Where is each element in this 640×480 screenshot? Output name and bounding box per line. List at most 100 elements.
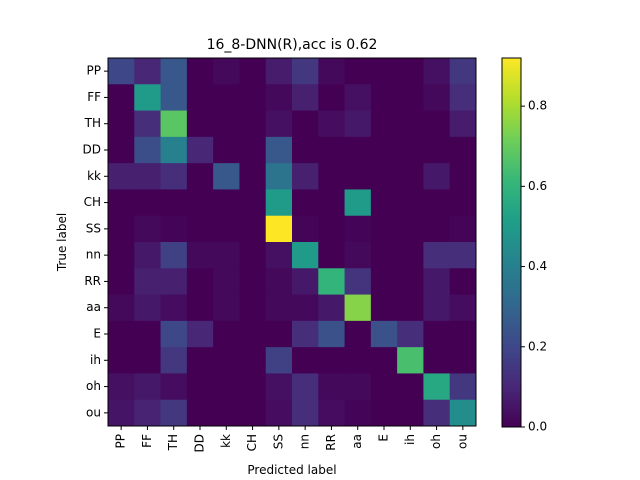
heatmap-cell-FF-ou: [449, 84, 477, 112]
heatmap-cell-SS-SS: [265, 215, 293, 243]
heatmap-cell-PP-kk: [213, 58, 240, 85]
x-tick-label-FF: FF: [140, 434, 154, 448]
x-tick-label-TH: TH: [166, 434, 180, 451]
x-tick-label-kk: kk: [219, 434, 233, 448]
heatmap-cell-nn-ou: [449, 242, 477, 269]
x-tick-label-ih: ih: [403, 434, 417, 445]
heatmap-cell-nn-oh: [423, 242, 451, 269]
heatmap-cell-E-FF: [134, 320, 162, 348]
heatmap-cell-ou-CH: [239, 399, 267, 427]
heatmap-cell-DD-aa: [344, 136, 372, 164]
heatmap-cell-RR-TH: [160, 268, 188, 296]
heatmap-cell-oh-CH: [239, 373, 267, 401]
heatmap-cell-PP-E: [370, 58, 398, 85]
heatmap-cell-ou-SS: [265, 399, 293, 427]
y-tick-label-ih: ih: [90, 353, 101, 367]
heatmap-cell-kk-nn: [292, 163, 319, 190]
heatmap-cell-PP-aa: [344, 58, 372, 85]
heatmap-cell-ih-E: [370, 347, 398, 374]
x-tick-label-PP: PP: [114, 434, 128, 448]
heatmap-cell-ou-RR: [318, 399, 346, 427]
heatmap-cell-nn-CH: [239, 242, 267, 269]
x-tick-label-ou: ou: [455, 434, 469, 449]
heatmap-cell-E-CH: [239, 320, 267, 348]
heatmap-cell-TH-PP: [108, 110, 135, 138]
heatmap-cell-SS-TH: [160, 215, 188, 243]
y-tick-label-ou: ou: [86, 405, 101, 419]
heatmap-cell-TH-oh: [423, 110, 451, 138]
heatmap-cell-kk-RR: [318, 163, 346, 190]
heatmap-cell-aa-RR: [318, 294, 346, 322]
heatmap-cell-oh-SS: [265, 373, 293, 401]
y-axis-label: True label: [55, 213, 69, 272]
heatmap-cell-ih-CH: [239, 347, 267, 374]
heatmap-cell-E-SS: [265, 320, 293, 348]
heatmap-cell-kk-SS: [265, 163, 293, 190]
heatmap-cell-FF-oh: [423, 84, 451, 112]
heatmap-cell-ih-FF: [134, 347, 162, 374]
heatmap-cell-SS-oh: [423, 215, 451, 243]
heatmap-cell-DD-nn: [292, 136, 319, 164]
heatmap-cell-DD-kk: [213, 136, 240, 164]
heatmap-cell-PP-DD: [186, 58, 214, 85]
heatmap-cell-PP-RR: [318, 58, 346, 85]
heatmap-cell-PP-ih: [397, 58, 424, 85]
y-tick-label-oh: oh: [86, 379, 101, 393]
heatmap-cell-CH-E: [370, 189, 398, 217]
heatmap-cell-aa-DD: [186, 294, 214, 322]
heatmap-cell-kk-oh: [423, 163, 451, 190]
heatmap-cell-ih-kk: [213, 347, 240, 374]
y-tick-label-nn: nn: [86, 248, 101, 262]
colorbar: [501, 57, 522, 428]
heatmap-cell-TH-nn: [292, 110, 319, 138]
heatmap-cell-E-E: [370, 320, 398, 348]
heatmap-cell-aa-TH: [160, 294, 188, 322]
heatmap-cell-E-PP: [108, 320, 135, 348]
heatmap-cell-E-oh: [423, 320, 451, 348]
y-tick-label-DD: DD: [83, 143, 101, 157]
heatmap-cell-FF-ih: [397, 84, 424, 112]
heatmap-cell-ou-aa: [344, 399, 372, 427]
heatmap-cell-DD-ou: [449, 136, 477, 164]
heatmap-cell-oh-oh: [423, 373, 451, 401]
heatmap-cell-TH-RR: [318, 110, 346, 138]
heatmap-cell-E-RR: [318, 320, 346, 348]
heatmap-cell-nn-nn: [292, 242, 319, 269]
heatmap-cell-TH-CH: [239, 110, 267, 138]
heatmap-cell-kk-E: [370, 163, 398, 190]
heatmap-cell-nn-TH: [160, 242, 188, 269]
heatmap-cell-RR-PP: [108, 268, 135, 296]
colorbar-tick-label: 0.4: [528, 259, 547, 273]
x-tick-label-SS: SS: [271, 434, 285, 449]
heatmap-cell-kk-PP: [108, 163, 135, 190]
heatmap-cell-CH-DD: [186, 189, 214, 217]
heatmap-cell-kk-kk: [213, 163, 240, 190]
heatmap-cell-kk-CH: [239, 163, 267, 190]
heatmap-cell-PP-PP: [108, 58, 135, 85]
x-tick-label-nn: nn: [298, 434, 312, 449]
heatmap-cell-SS-ih: [397, 215, 424, 243]
heatmap-cell-FF-SS: [265, 84, 293, 112]
heatmap-cell-RR-ih: [397, 268, 424, 296]
heatmap-cell-RR-DD: [186, 268, 214, 296]
heatmap-cell-TH-E: [370, 110, 398, 138]
heatmap-cell-DD-CH: [239, 136, 267, 164]
heatmap-cell-TH-aa: [344, 110, 372, 138]
heatmap-cell-oh-ou: [449, 373, 477, 401]
heatmap-cell-ih-DD: [186, 347, 214, 374]
heatmap-cell-nn-aa: [344, 242, 372, 269]
heatmap-cell-CH-RR: [318, 189, 346, 217]
heatmap-cell-oh-E: [370, 373, 398, 401]
heatmap-cells: [108, 58, 477, 427]
heatmap-cell-PP-nn: [292, 58, 319, 85]
y-tick-label-aa: aa: [86, 300, 101, 314]
heatmap-cell-DD-SS: [265, 136, 293, 164]
heatmap-cell-nn-FF: [134, 242, 162, 269]
heatmap-cell-RR-kk: [213, 268, 240, 296]
heatmap-cell-aa-kk: [213, 294, 240, 322]
heatmap-cell-DD-RR: [318, 136, 346, 164]
heatmap-cell-PP-FF: [134, 58, 162, 85]
heatmap-cell-nn-PP: [108, 242, 135, 269]
colorbar-tick-label: 0.2: [528, 339, 547, 353]
